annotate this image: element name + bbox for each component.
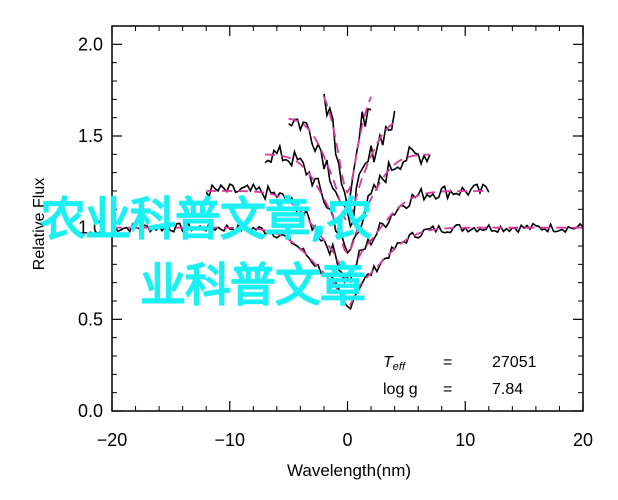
logg-label: log g	[383, 381, 418, 398]
y-tick-label: 1.0	[78, 218, 103, 238]
x-axis-label: Wavelength(nm)	[287, 461, 411, 480]
x-tick-label: −10	[214, 430, 245, 450]
model-profile-line	[323, 96, 372, 195]
teff-value: 27051	[492, 354, 537, 371]
observed-profile-line	[288, 110, 396, 229]
model-profile-line	[206, 190, 489, 282]
teff-equals: =	[443, 354, 452, 371]
y-axis-label: Relative Flux	[31, 178, 48, 270]
y-tick-label: 0.0	[78, 401, 103, 421]
teff-label: Teff	[383, 354, 406, 373]
y-tick-label: 0.5	[78, 309, 103, 329]
observed-profile-line	[264, 143, 431, 255]
logg-equals: =	[443, 381, 452, 398]
model-profile-line	[288, 117, 396, 224]
fit-parameters-annotation: Teff = 27051 log g = 7.84	[383, 354, 537, 398]
y-tick-label: 2.0	[78, 34, 103, 54]
x-tick-label: 10	[455, 430, 475, 450]
observed-profile-line	[111, 221, 584, 311]
x-tick-label: −20	[97, 430, 128, 450]
observed-profile-line	[205, 182, 490, 284]
overlay-caption-line-1: 农业科普文章,农	[40, 192, 372, 246]
observed-profile-line	[323, 93, 372, 207]
x-tick-label: 0	[342, 430, 352, 450]
plot-area: −20 −10 0 10 20 0.0 0.5 1.0 1.5 2.0	[78, 25, 593, 450]
overlay-caption-line-2: 业科普文章	[140, 258, 366, 312]
y-tick-label: 1.5	[78, 126, 103, 146]
logg-value: 7.84	[492, 381, 523, 398]
x-tick-label: 20	[573, 430, 593, 450]
